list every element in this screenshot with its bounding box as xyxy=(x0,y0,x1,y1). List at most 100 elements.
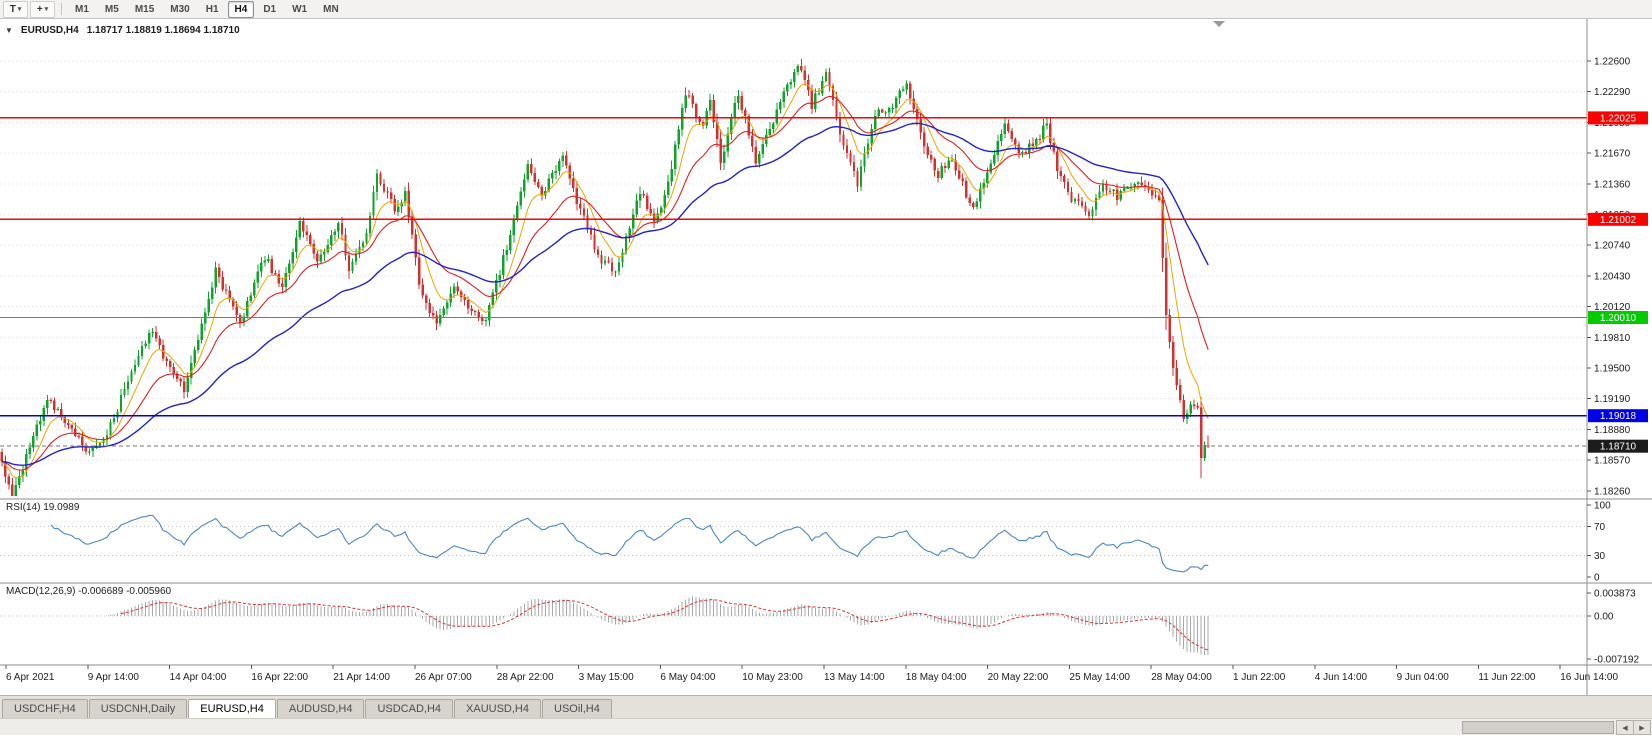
svg-text:4 Jun 14:00: 4 Jun 14:00 xyxy=(1315,672,1368,683)
svg-text:1.21670: 1.21670 xyxy=(1594,149,1631,160)
svg-text:21 Apr 14:00: 21 Apr 14:00 xyxy=(333,672,390,683)
chart-tab-usdchf-h4[interactable]: USDCHF,H4 xyxy=(2,699,88,718)
collapse-ohlc-icon[interactable]: ▼ xyxy=(5,26,13,35)
svg-text:1.18880: 1.18880 xyxy=(1594,425,1631,436)
svg-text:30: 30 xyxy=(1594,551,1606,562)
crosshair-icon: + xyxy=(36,3,43,15)
svg-text:9 Jun 04:00: 9 Jun 04:00 xyxy=(1397,672,1450,683)
timeframe-button-m1[interactable]: M1 xyxy=(75,3,89,15)
svg-text:1.22290: 1.22290 xyxy=(1594,87,1631,98)
timeframe-button-m5[interactable]: M5 xyxy=(104,3,119,15)
svg-text:25 May 14:00: 25 May 14:00 xyxy=(1069,672,1130,683)
svg-text:1.20740: 1.20740 xyxy=(1594,241,1631,252)
svg-text:16 Jun 14:00: 16 Jun 14:00 xyxy=(1560,672,1618,683)
rsi-line xyxy=(50,514,1209,573)
svg-text:13 May 14:00: 13 May 14:00 xyxy=(824,672,885,683)
chart-area[interactable]: 1.226001.222901.219801.216701.213601.210… xyxy=(0,19,1652,695)
mid-ma-line xyxy=(1,95,1209,471)
svg-text:28 Apr 22:00: 28 Apr 22:00 xyxy=(497,672,554,683)
timeframe-button-d1[interactable]: D1 xyxy=(263,3,277,15)
svg-text:1.18570: 1.18570 xyxy=(1594,456,1631,467)
crosshair-tool-button[interactable]: + ▾ xyxy=(30,0,55,18)
timeframe-button-m30[interactable]: M30 xyxy=(170,3,190,15)
macd-signal-line xyxy=(120,599,1209,651)
svg-text:14 Apr 04:00: 14 Apr 04:00 xyxy=(170,672,227,683)
svg-text:1.20120: 1.20120 xyxy=(1594,302,1631,313)
slow-ma-line xyxy=(1,122,1209,467)
price-chart-canvas[interactable]: 1.226001.222901.219801.216701.213601.210… xyxy=(0,19,1652,695)
svg-text:1.18260: 1.18260 xyxy=(1594,486,1631,497)
svg-text:28 May 04:00: 28 May 04:00 xyxy=(1151,672,1212,683)
timeframe-button-m15[interactable]: M15 xyxy=(134,3,155,15)
horizontal-levels[interactable] xyxy=(0,117,1587,447)
chart-tab-audusd-h4[interactable]: AUDUSD,H4 xyxy=(276,699,365,718)
svg-text:1 Jun 22:00: 1 Jun 22:00 xyxy=(1233,672,1286,683)
horizontal-scrollbar[interactable]: ◀ ▶ xyxy=(0,718,1652,735)
svg-text:11 Jun 22:00: 11 Jun 22:00 xyxy=(1478,672,1536,683)
macd-indicator-label: MACD(12,26,9) -0.006689 -0.005960 xyxy=(6,586,171,597)
scroll-left-button[interactable]: ◀ xyxy=(1616,720,1634,735)
svg-text:18 May 04:00: 18 May 04:00 xyxy=(906,672,967,683)
timeframe-button-h1[interactable]: H1 xyxy=(205,3,219,15)
text-tool-button[interactable]: T ▾ xyxy=(3,0,28,18)
chart-tab-xauusd-h4[interactable]: XAUUSD,H4 xyxy=(454,699,541,718)
svg-text:6 Apr 2021: 6 Apr 2021 xyxy=(6,672,55,683)
svg-text:100: 100 xyxy=(1594,501,1611,512)
chart-tab-eurusd-h4[interactable]: EURUSD,H4 xyxy=(188,699,276,718)
current-price-tag xyxy=(1588,439,1648,453)
timeframe-button-h4[interactable]: H4 xyxy=(227,0,255,18)
chart-shift-marker[interactable] xyxy=(1213,21,1225,27)
scrollbar-thumb[interactable] xyxy=(1462,721,1614,734)
top-toolbar: T ▾ + ▾ M1 M5 M15 M30 H1 H4 D1 W1 MN xyxy=(0,0,1652,19)
rsi-name: RSI(14) xyxy=(6,502,41,513)
chart-symbol: EURUSD,H4 xyxy=(20,25,79,36)
price-axis[interactable]: 1.226001.222901.219801.216701.213601.210… xyxy=(1587,57,1639,666)
grid-layer xyxy=(0,60,1587,492)
pane-separators xyxy=(0,19,1652,695)
rsi-pane xyxy=(0,514,1587,573)
svg-text:20 May 22:00: 20 May 22:00 xyxy=(988,672,1049,683)
text-tool-label: T xyxy=(9,3,16,15)
left-arrow-icon: ◀ xyxy=(1622,724,1628,732)
chart-title: ▼ EURUSD,H4 1.18717 1.18819 1.18694 1.18… xyxy=(5,25,240,36)
chevron-down-icon: ▾ xyxy=(17,6,22,13)
chart-tab-usoil-h4[interactable]: USOil,H4 xyxy=(542,699,612,718)
svg-text:1.19190: 1.19190 xyxy=(1594,394,1631,405)
rsi-value: 19.0989 xyxy=(43,502,80,513)
svg-text:0: 0 xyxy=(1594,573,1600,584)
svg-text:-0.007192: -0.007192 xyxy=(1594,655,1639,666)
chart-tabs-bar: USDCHF,H4 USDCNH,Daily EURUSD,H4 AUDUSD,H4 U… xyxy=(0,695,1652,718)
timeframe-buttons: M1 M5 M15 M30 H1 H4 D1 W1 MN xyxy=(68,0,346,18)
timeframe-button-w1[interactable]: W1 xyxy=(292,3,308,15)
chart-tab-usdcnh-daily[interactable]: USDCNH,Daily xyxy=(88,699,188,718)
svg-text:1.19018: 1.19018 xyxy=(1600,411,1637,422)
svg-text:1.22025: 1.22025 xyxy=(1600,113,1637,124)
svg-text:6 May 04:00: 6 May 04:00 xyxy=(660,672,715,683)
timeframe-button-mn[interactable]: MN xyxy=(323,3,339,15)
toolbar-separator xyxy=(61,3,62,15)
svg-text:10 May 23:00: 10 May 23:00 xyxy=(742,672,803,683)
price-tags: 1.22025 1.21002 1.20010 1.19018 1.18710 xyxy=(1588,111,1648,453)
scroll-right-button[interactable]: ▶ xyxy=(1633,720,1651,735)
macd-name: MACD(12,26,9) xyxy=(6,586,76,597)
svg-text:3 May 15:00: 3 May 15:00 xyxy=(579,672,634,683)
fast-ma-line xyxy=(1,83,1209,479)
chevron-down-icon: ▾ xyxy=(44,6,49,13)
candles-layer xyxy=(0,59,1210,496)
svg-text:1.19810: 1.19810 xyxy=(1594,333,1631,344)
chart-tab-usdcad-h4[interactable]: USDCAD,H4 xyxy=(365,699,454,718)
macd-histogram xyxy=(95,596,1209,656)
window-bottom-strip xyxy=(0,735,1652,752)
macd-values: -0.006689 -0.005960 xyxy=(78,586,172,597)
svg-text:1.18710: 1.18710 xyxy=(1600,442,1637,453)
rsi-indicator-label: RSI(14) 19.0989 xyxy=(6,502,79,513)
svg-text:1.19500: 1.19500 xyxy=(1594,364,1631,375)
svg-text:1.21002: 1.21002 xyxy=(1600,215,1637,226)
svg-text:70: 70 xyxy=(1594,522,1606,533)
svg-text:0.003873: 0.003873 xyxy=(1594,589,1636,600)
svg-text:26 Apr 07:00: 26 Apr 07:00 xyxy=(415,672,472,683)
svg-text:1.20010: 1.20010 xyxy=(1600,313,1637,324)
svg-text:1.20430: 1.20430 xyxy=(1594,271,1631,282)
time-axis[interactable]: 6 Apr 2021 9 Apr 14:00 14 Apr 04:00 16 Apr … xyxy=(5,665,1618,683)
svg-text:0.00: 0.00 xyxy=(1594,612,1614,623)
